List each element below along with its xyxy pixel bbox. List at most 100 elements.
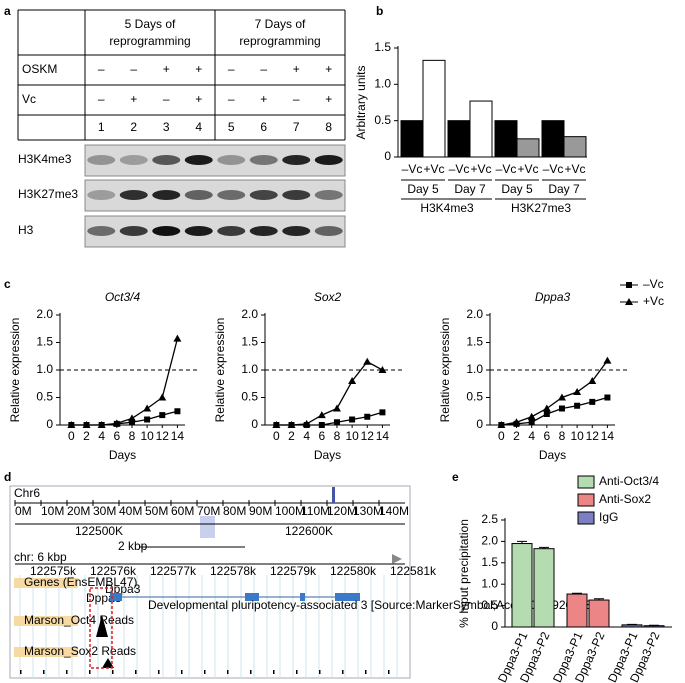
blot-band <box>217 190 246 200</box>
y-axis-title: % Input precipitation <box>457 519 471 628</box>
y-tick-label: 1.0 <box>374 77 391 91</box>
table-cell: – <box>98 92 105 106</box>
locus-marker <box>332 487 335 503</box>
track-tag <box>14 578 78 588</box>
region-label: chr: 6 kbp <box>14 550 67 564</box>
coord-label: 122580k <box>330 564 377 578</box>
blot-band <box>282 190 311 200</box>
read-tick <box>158 670 160 674</box>
read-tick <box>43 670 45 674</box>
x-tick-label: +Vc <box>564 162 585 176</box>
y-tick-label: 0.5 <box>466 390 483 404</box>
coord-label: 122576k <box>90 564 137 578</box>
legend-label: Anti-Oct3/4 <box>599 474 659 488</box>
legend-label: IgG <box>599 510 618 524</box>
y-tick-label: 1.5 <box>374 40 391 54</box>
blot-label: H3 <box>18 223 34 237</box>
marker <box>128 419 135 426</box>
ruler-label: 110M <box>301 504 330 518</box>
x-tick-label: 14 <box>601 429 615 443</box>
highlight-box <box>89 587 113 669</box>
blot-band <box>119 155 148 165</box>
bar <box>621 624 643 628</box>
blot-band <box>87 190 116 200</box>
table-cell: – <box>260 62 267 76</box>
marker <box>512 418 521 426</box>
marker <box>332 404 341 412</box>
x-tick-label: +Vc <box>470 162 491 176</box>
scale-label: 2 kbp <box>118 539 148 553</box>
y-tick-label: 1.5 <box>241 335 258 349</box>
marker <box>626 282 632 288</box>
marker <box>625 298 633 305</box>
read-tick <box>20 670 22 674</box>
panel-label: c <box>4 277 11 291</box>
gene-description: Developmental pluripotency-associated 3 … <box>148 598 596 612</box>
table-cell: + <box>325 62 332 76</box>
marker <box>604 394 611 401</box>
table-header: 7 Days of <box>255 17 306 31</box>
x-tick-label: 12 <box>156 429 170 443</box>
y-axis-title: Relative expression <box>213 318 227 423</box>
marker <box>97 421 106 428</box>
legend-swatch <box>577 475 595 489</box>
chart-title: Dppa3 <box>535 290 571 304</box>
x-tick-label: 8 <box>334 429 341 443</box>
exon <box>110 593 122 601</box>
x-tick-label: 2 <box>288 429 295 443</box>
blot-band <box>314 226 343 236</box>
marker <box>528 419 535 426</box>
marker <box>379 409 386 416</box>
marker <box>497 421 506 428</box>
marker <box>363 357 372 365</box>
blot-band <box>314 190 343 200</box>
marker <box>158 393 167 401</box>
y-tick-label: 2.0 <box>481 534 498 548</box>
table-cell: + <box>130 92 137 106</box>
bar <box>566 593 588 628</box>
lane-number: 8 <box>325 120 332 134</box>
bar <box>422 59 446 158</box>
x-tick-label: 14 <box>376 429 390 443</box>
marker <box>527 412 536 420</box>
gene-name: Dppa3 <box>105 582 141 596</box>
error-bar <box>594 598 604 601</box>
error-bar <box>517 540 527 544</box>
y-tick-label: 2.0 <box>36 307 53 321</box>
blot-label: H3K4me3 <box>18 152 72 166</box>
marker <box>588 377 597 384</box>
table-cell: – <box>130 62 137 76</box>
x-tick-label: 10 <box>570 429 584 443</box>
y-tick-label: 0 <box>46 417 53 431</box>
read-peak <box>102 658 114 668</box>
x-tick-label: 4 <box>303 429 310 443</box>
day-label: Day 7 <box>548 182 580 196</box>
marker <box>542 404 551 412</box>
y-tick-label: 1.0 <box>466 362 483 376</box>
exon <box>335 593 360 601</box>
y-tick-label: 0 <box>251 417 258 431</box>
read-tick <box>273 670 275 674</box>
legend-swatch <box>577 511 595 525</box>
blot-band <box>152 226 181 236</box>
track-tag <box>14 647 78 657</box>
table-cell: – <box>98 62 105 76</box>
marker <box>159 412 166 419</box>
table-header: 5 Days of <box>125 17 176 31</box>
bar <box>400 120 424 158</box>
read-tick <box>365 670 367 674</box>
x-tick-label: –Vc <box>496 162 517 176</box>
read-tick <box>296 670 298 674</box>
y-tick-label: 2.5 <box>481 512 498 526</box>
x-tick-label: 2 <box>83 429 90 443</box>
bar <box>541 120 565 158</box>
chart-title: Oct3/4 <box>105 290 141 304</box>
ruler-label: 80M <box>223 504 246 518</box>
data-line <box>71 338 179 426</box>
zoom-label: 122600K <box>285 524 333 538</box>
x-tick-label: 2 <box>513 429 520 443</box>
x-tick-label: 12 <box>361 429 375 443</box>
bar <box>588 599 610 628</box>
track-label: Marson_Oct4 Reads <box>24 613 134 627</box>
lane-number: 2 <box>130 120 137 134</box>
